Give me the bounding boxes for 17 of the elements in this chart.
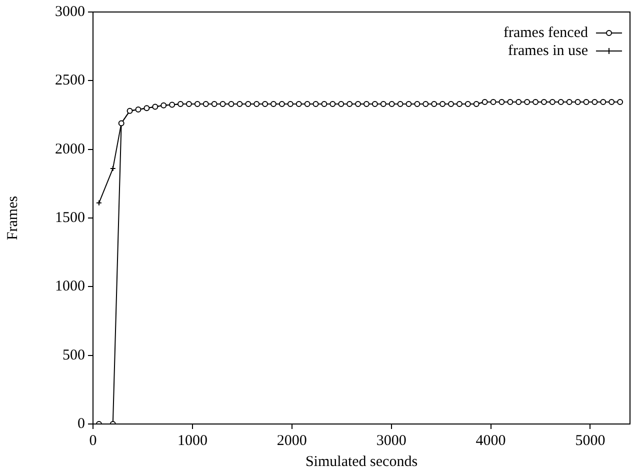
legend-label: frames fenced [503, 24, 588, 41]
x-tick-label: 3000 [376, 432, 406, 449]
y-axis-title: Frames [4, 196, 21, 240]
y-tick-label: 0 [78, 416, 85, 432]
x-tick-label: 1000 [177, 432, 208, 449]
y-tick-label: 1500 [55, 210, 85, 226]
y-tick-label: 3000 [55, 4, 85, 20]
y-tick-label: 1000 [55, 278, 85, 295]
x-tick-label: 2000 [276, 432, 307, 449]
legend-label: frames in use [508, 42, 588, 59]
x-tick-label: 4000 [476, 432, 506, 449]
y-tick-label: 500 [62, 347, 85, 364]
x-tick-label: 5000 [575, 432, 606, 449]
y-tick-label: 2500 [55, 72, 85, 89]
y-tick-label: 2000 [55, 141, 85, 158]
x-tick-label: 0 [89, 432, 97, 449]
x-axis-title: Simulated seconds [305, 454, 418, 470]
